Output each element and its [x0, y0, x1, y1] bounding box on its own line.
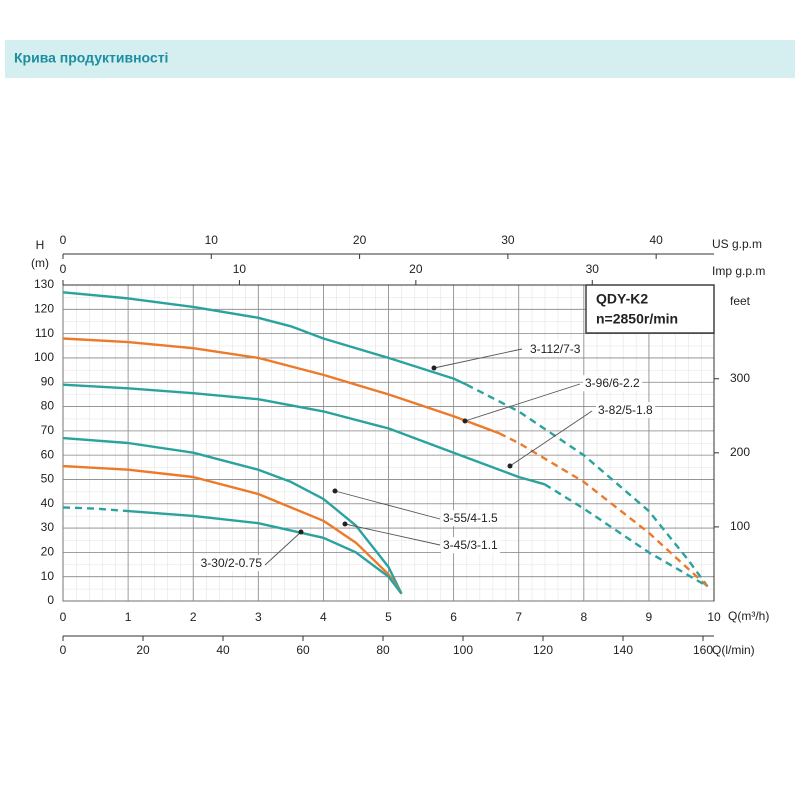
- curve: [544, 483, 709, 588]
- legend-label-bg: [583, 375, 643, 392]
- y-tick-label: 0: [47, 593, 54, 607]
- curve: [62, 464, 403, 595]
- y-tick-label: 100: [34, 350, 54, 364]
- callout-dot: [462, 418, 468, 424]
- x-tick-label: 7: [515, 610, 522, 624]
- callout-dot: [332, 488, 338, 494]
- header-title: Крива продуктивності: [14, 50, 168, 66]
- y-tick-label: 120: [34, 301, 54, 315]
- y2-axis-label: feet: [730, 294, 751, 308]
- x-tick-label: 2: [190, 610, 197, 624]
- y-axis-label: H: [36, 238, 45, 252]
- y-axis-unit: (m): [31, 256, 49, 270]
- legend-label-bg: [596, 402, 656, 419]
- curve: [62, 383, 546, 486]
- secondary-tick-label: 20: [409, 262, 423, 276]
- legend-label: 3-96/6-2.2: [585, 376, 640, 390]
- secondary-tick-label: 20: [136, 643, 150, 657]
- callout-dot: [507, 463, 513, 469]
- x-tick-label: 6: [450, 610, 457, 624]
- legend-label: 3-82/5-1.8: [598, 403, 653, 417]
- x-tick-label: 4: [320, 610, 327, 624]
- secondary-axis-label: Imp g.p.m: [712, 264, 765, 278]
- legend-label: 3-45/3-1.1: [443, 538, 498, 552]
- secondary-tick-label: 40: [649, 233, 663, 247]
- curve: [62, 506, 129, 513]
- curve: [62, 436, 403, 595]
- curve: [498, 432, 709, 588]
- y-tick-label: 70: [41, 423, 55, 437]
- secondary-axis-label: US g.p.m: [712, 237, 762, 251]
- y-tick-label: 20: [41, 545, 55, 559]
- secondary-tick-label: 80: [376, 643, 390, 657]
- secondary-tick-label: 100: [453, 643, 473, 657]
- y-tick-label: 30: [41, 520, 55, 534]
- x-tick-label: 8: [580, 610, 587, 624]
- secondary-tick-label: 140: [613, 643, 633, 657]
- callout-dot: [431, 365, 437, 371]
- header-bar: [5, 40, 795, 78]
- y-tick-label: 130: [34, 277, 54, 291]
- callout-dot: [342, 521, 348, 527]
- x-tick-label: 0: [60, 610, 67, 624]
- secondary-tick-label: 10: [205, 233, 219, 247]
- info-box: [585, 284, 715, 334]
- curve: [62, 291, 468, 386]
- legend-label: 3-55/4-1.5: [443, 511, 498, 525]
- x-axis-label: Q(m³/h): [728, 609, 769, 623]
- x-tick-label: 3: [255, 610, 262, 624]
- curve: [62, 337, 500, 435]
- secondary-tick-label: 10: [233, 262, 247, 276]
- legend-label-bg: [441, 510, 501, 527]
- secondary-tick-label: 30: [586, 262, 600, 276]
- legend-label-bg: [528, 341, 583, 358]
- callout-line: [334, 490, 441, 520]
- y-tick-label: 50: [41, 472, 55, 486]
- secondary-tick-label: 30: [501, 233, 515, 247]
- y-tick-label: 110: [35, 326, 54, 340]
- callout-line: [464, 383, 581, 422]
- secondary-tick-label: 0: [60, 233, 67, 247]
- secondary-tick-label: 0: [60, 643, 67, 657]
- callout-dot: [298, 529, 304, 535]
- x-tick-label: 10: [707, 610, 721, 624]
- legend-label: 3-112/7-3: [530, 342, 581, 356]
- secondary-tick-label: 60: [296, 643, 310, 657]
- legend-label-bg: [198, 555, 265, 572]
- secondary-axis-label: Q(l/min): [712, 643, 755, 657]
- callout-line: [433, 348, 523, 369]
- x-tick-label: 1: [125, 610, 132, 624]
- y-tick-label: 80: [41, 399, 55, 413]
- y-tick-label: 10: [41, 569, 55, 583]
- secondary-tick-label: 40: [216, 643, 230, 657]
- y-tick-label: 60: [41, 447, 55, 461]
- y2-tick-label: 200: [730, 445, 750, 459]
- info-speed: n=2850r/min: [596, 311, 678, 327]
- secondary-tick-label: 0: [60, 262, 67, 276]
- x-tick-label: 5: [385, 610, 392, 624]
- y-tick-label: 40: [41, 496, 55, 510]
- legend-label-bg: [441, 537, 501, 554]
- legend-label: 3-30/2-0.75: [201, 556, 263, 570]
- secondary-tick-label: 20: [353, 233, 367, 247]
- callout-line: [509, 410, 593, 467]
- y2-tick-label: 100: [730, 519, 750, 533]
- y-tick-label: 90: [41, 374, 55, 388]
- secondary-tick-label: 120: [533, 643, 553, 657]
- info-model: QDY-K2: [596, 291, 648, 307]
- y2-tick-label: 300: [730, 371, 750, 385]
- x-tick-label: 9: [646, 610, 653, 624]
- callout-line: [264, 531, 302, 566]
- callout-line: [344, 523, 441, 546]
- curve: [128, 509, 403, 595]
- secondary-tick-label: 160: [693, 643, 713, 657]
